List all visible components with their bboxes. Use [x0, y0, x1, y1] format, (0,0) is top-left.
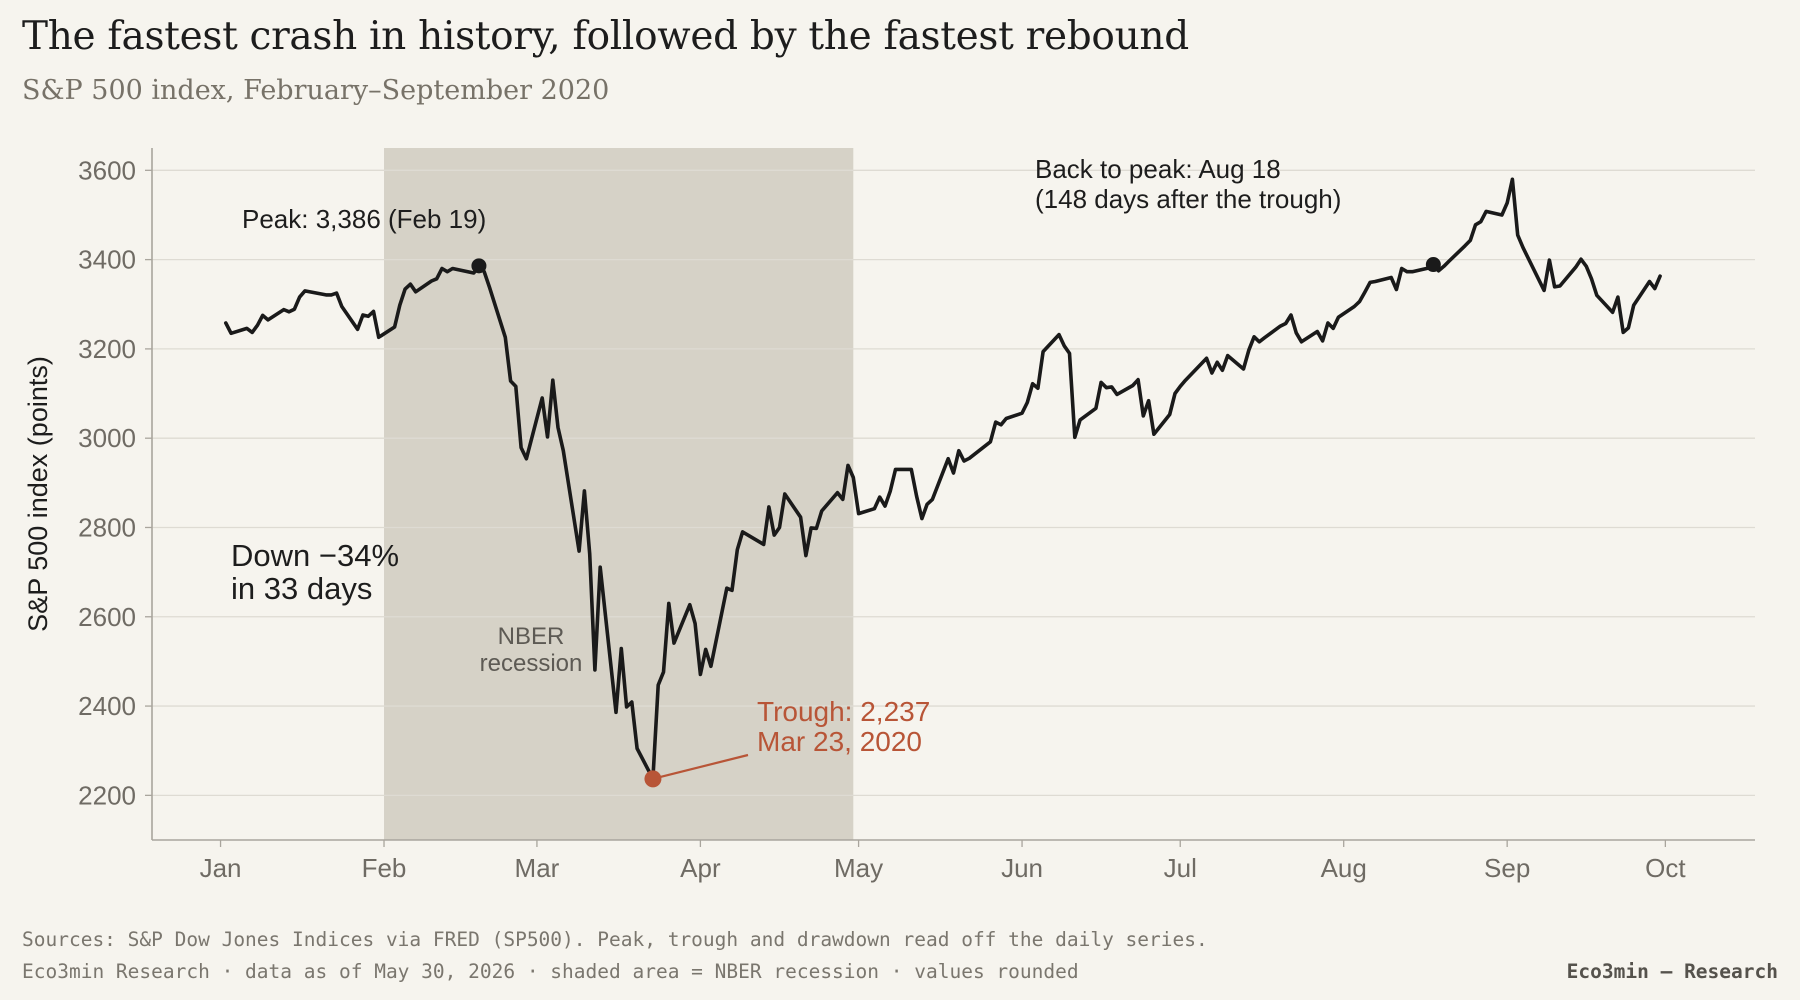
x-tick-label: Mar [515, 853, 560, 883]
y-tick-label: 3000 [78, 423, 136, 453]
annotations: Peak: 3,386 (Feb 19) Down −34%in 33 days N… [231, 154, 1341, 780]
back-to-peak-marker [1425, 257, 1441, 273]
x-tick-label: Feb [362, 853, 407, 883]
recovery-label-line2: (148 days after the trough) [1035, 184, 1341, 214]
x-tick-label: Aug [1321, 853, 1367, 883]
x-tick-label: May [834, 853, 883, 883]
peak-label: Peak: 3,386 (Feb 19) [242, 204, 486, 234]
recession-shade [384, 148, 854, 840]
peak-marker [471, 258, 487, 274]
footer-notes: Eco3min Research · data as of May 30, 20… [22, 960, 1079, 983]
y-tick-label: 3600 [78, 155, 136, 185]
sources-note: Sources: S&P Dow Jones Indices via FRED … [22, 928, 1208, 951]
y-axis-label: S&P 500 index (points) [23, 356, 53, 632]
y-tick-label: 3200 [78, 334, 136, 364]
y-tick-label: 2800 [78, 512, 136, 542]
trough-leader-line [652, 753, 749, 780]
drawdown-label-line1: Down −34% [231, 538, 399, 573]
trough-label-line1: Trough: 2,237 [757, 696, 930, 727]
x-tick-label: Oct [1645, 853, 1686, 883]
shade-layer [384, 148, 854, 840]
x-tick-label: Jan [200, 853, 242, 883]
y-tick-label: 2400 [78, 691, 136, 721]
chart-subtitle: S&P 500 index, February–September 2020 [22, 75, 610, 106]
recession-label-line1: NBER [498, 623, 565, 650]
y-tick-label: 2600 [78, 602, 136, 632]
trough-label-line2: Mar 23, 2020 [757, 726, 922, 757]
y-tick-label: 3400 [78, 245, 136, 275]
recovery-label-line1: Back to peak: Aug 18 [1035, 154, 1281, 184]
x-tick-label: Apr [680, 853, 721, 883]
axes: 2200 2400 2600 2800 3000 3200 3400 3600 Jan Feb Ma… [23, 148, 1755, 883]
gridlines [152, 169, 1755, 797]
y-tick-label: 2200 [78, 780, 136, 810]
recession-label-line2: recession [480, 650, 583, 677]
brand-credit: Eco3min — Research [1566, 960, 1778, 983]
x-tick-label: Jun [1001, 853, 1043, 883]
x-tick-label: Sep [1484, 853, 1530, 883]
chart-title: The fastest crash in history, followed b… [22, 14, 1189, 59]
drawdown-label-line2: in 33 days [231, 571, 372, 606]
x-tick-label: Jul [1164, 853, 1197, 883]
